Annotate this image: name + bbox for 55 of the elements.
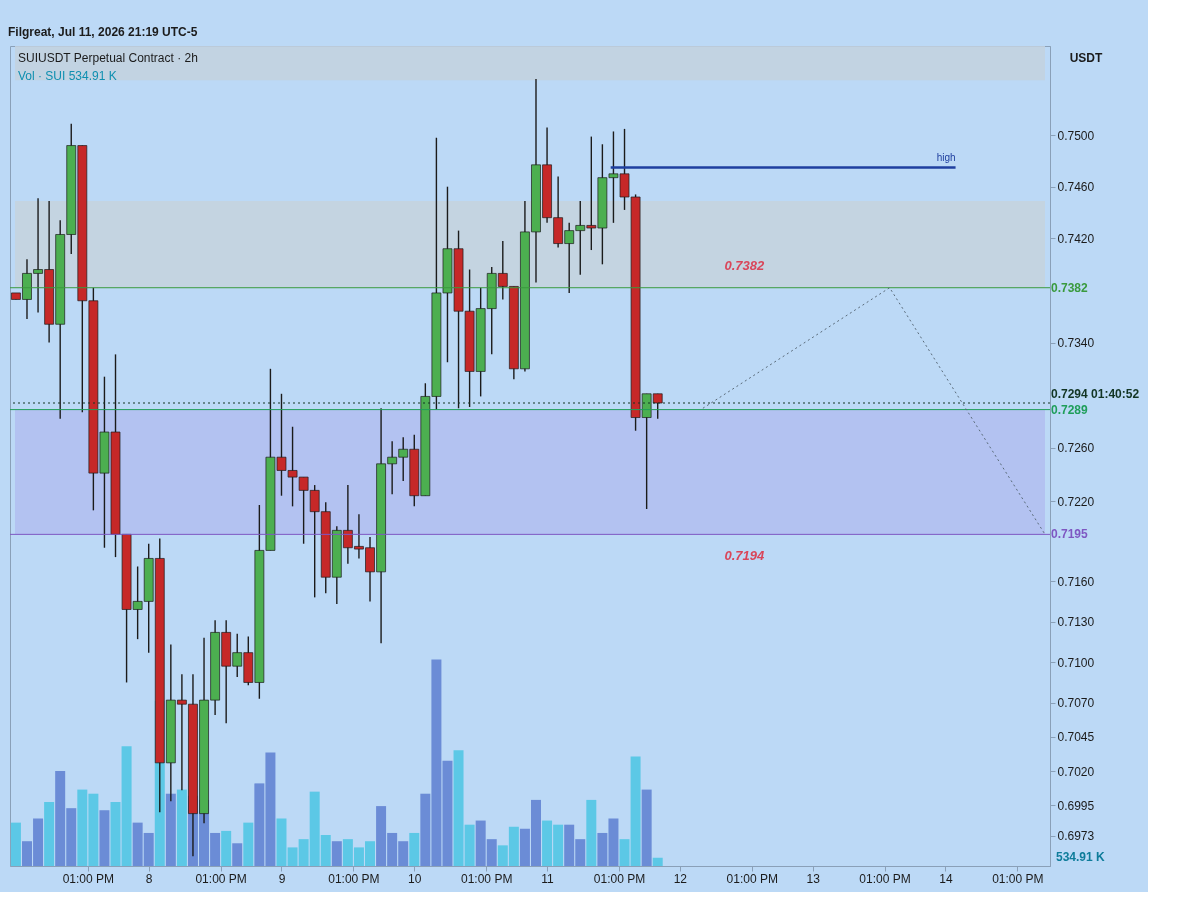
chart-title: SUIUSDT Perpetual Contract · 2h	[18, 51, 198, 65]
bar	[176, 789, 187, 866]
y-tick-label: 0.7045	[1057, 730, 1095, 745]
y-tick-label: 0.7500	[1057, 128, 1095, 143]
x-tick-label: 01:00 PM	[195, 871, 247, 886]
y-tick-label: 0.7260	[1057, 441, 1095, 456]
bar	[221, 830, 232, 866]
series-label: high	[936, 152, 956, 164]
bar	[99, 810, 110, 866]
bar	[165, 793, 176, 866]
text: Filgreat, Jul 11, 2026 21:19 UTC-5	[8, 25, 198, 39]
text: 534.91 K	[1056, 850, 1106, 864]
x-tick-label: 9	[278, 871, 286, 886]
y-tick-label: 0.6995	[1057, 798, 1095, 813]
bar	[409, 832, 420, 866]
bar	[586, 799, 597, 866]
bar	[276, 818, 287, 866]
y-tick-label: 0.7460	[1057, 180, 1095, 195]
y-tick-label: 0.7220	[1057, 494, 1095, 509]
text: USDT	[1069, 51, 1103, 65]
y-tick-label: 0.7420	[1057, 231, 1095, 246]
y-tick-label: 0.7340	[1057, 336, 1095, 351]
y-tick-label: 0.7020	[1057, 764, 1095, 779]
ref-line-label: 0.7382	[1051, 280, 1089, 295]
annotation: 0.7194	[724, 547, 766, 563]
x-tick-label: 8	[145, 871, 153, 886]
ref-line-label: 0.7289	[1051, 402, 1089, 417]
bar	[331, 841, 342, 866]
text: Vol · SUI 534.91 K	[18, 69, 117, 83]
x-tick-label: 01:00 PM	[593, 871, 646, 886]
y-tick-label: 0.6973	[1057, 829, 1095, 844]
bar	[641, 789, 652, 866]
bar	[652, 857, 663, 866]
x-tick-label: 10	[408, 871, 422, 886]
y-tick-label: 0.7160	[1057, 574, 1095, 589]
x-tick-label: 12	[673, 871, 688, 886]
x-tick-label: 01:00 PM	[859, 871, 911, 886]
bar	[10, 822, 21, 866]
bar	[44, 801, 55, 866]
y-tick-label: 0.7100	[1057, 655, 1095, 670]
ref-line-label: 0.7294 01:40:52	[1051, 387, 1140, 402]
bar	[243, 822, 254, 866]
x-tick-label: 01:00 PM	[62, 871, 115, 886]
y-tick-label: 0.7070	[1057, 696, 1095, 711]
x-tick-label: 01:00 PM	[992, 871, 1044, 886]
bar	[232, 843, 243, 866]
y-tick-label: 0.7130	[1057, 615, 1095, 630]
x-tick-label: 11	[541, 871, 555, 886]
x-tick-label: 01:00 PM	[328, 871, 380, 886]
x-tick-label: 01:00 PM	[461, 871, 513, 886]
annotation: 0.7382	[724, 257, 766, 273]
x-tick-label: 01:00 PM	[726, 871, 778, 886]
x-tick-label: 14	[939, 871, 953, 886]
ref-line-label: 0.7195	[1051, 527, 1089, 542]
x-tick-label: 13	[806, 871, 821, 886]
